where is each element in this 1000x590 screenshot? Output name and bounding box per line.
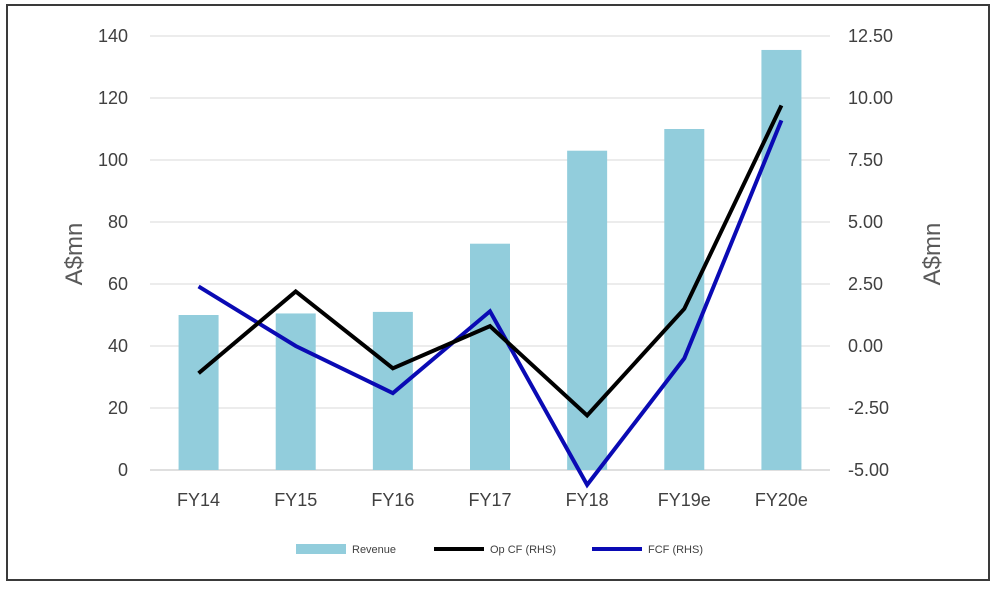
revenue-bar	[761, 49, 802, 470]
right-tick-label: 12.50	[848, 26, 893, 46]
revenue-bar	[664, 129, 705, 470]
fcf-line	[197, 119, 784, 489]
left-tick-label: 100	[98, 150, 128, 170]
right-tick-label: -2.50	[848, 398, 889, 418]
x-axis-ticks: FY14 FY15 FY16 FY17 FY18 FY19e FY20e	[177, 490, 808, 510]
left-axis-title: A$mn	[61, 223, 88, 286]
revenue-bar	[178, 315, 219, 470]
x-tick-label: FY16	[371, 490, 414, 510]
x-tick-label: FY19e	[658, 490, 711, 510]
revenue-bars	[178, 49, 802, 470]
left-axis-ticks: 0 20 40 60 80 100 120 140	[98, 26, 128, 480]
left-tick-label: 40	[108, 336, 128, 356]
legend: Revenue Op CF (RHS) FCF (RHS)	[296, 544, 703, 556]
right-tick-label: -5.00	[848, 460, 889, 480]
left-tick-label: 60	[108, 274, 128, 294]
right-tick-label: 10.00	[848, 88, 893, 108]
line-series	[197, 104, 784, 489]
x-tick-label: FY15	[274, 490, 317, 510]
right-axis-title: A$mn	[919, 223, 946, 286]
left-tick-label: 120	[98, 88, 128, 108]
x-tick-label: FY18	[566, 490, 609, 510]
x-tick-label: FY14	[177, 490, 220, 510]
right-tick-label: 2.50	[848, 274, 883, 294]
right-tick-label: 7.50	[848, 150, 883, 170]
x-tick-label: FY17	[468, 490, 511, 510]
left-tick-label: 0	[118, 460, 128, 480]
revenue-bar	[470, 243, 510, 470]
x-tick-label: FY20e	[755, 490, 808, 510]
right-axis-ticks: -5.00 -2.50 0.00 2.50 5.00 7.50 10.00 12.50	[848, 26, 893, 480]
op-cf-line	[197, 104, 784, 419]
legend-op-cf-label: Op CF (RHS)	[490, 544, 556, 556]
left-tick-label: 80	[108, 212, 128, 232]
revenue-bar	[567, 150, 608, 470]
legend-revenue-swatch	[296, 544, 346, 554]
legend-revenue-label: Revenue	[352, 544, 396, 556]
left-tick-label: 140	[98, 26, 128, 46]
legend-fcf-label: FCF (RHS)	[648, 544, 703, 556]
right-tick-label: 0.00	[848, 336, 883, 356]
left-tick-label: 20	[108, 398, 128, 418]
right-tick-label: 5.00	[848, 212, 883, 232]
gridlines	[150, 35, 830, 471]
